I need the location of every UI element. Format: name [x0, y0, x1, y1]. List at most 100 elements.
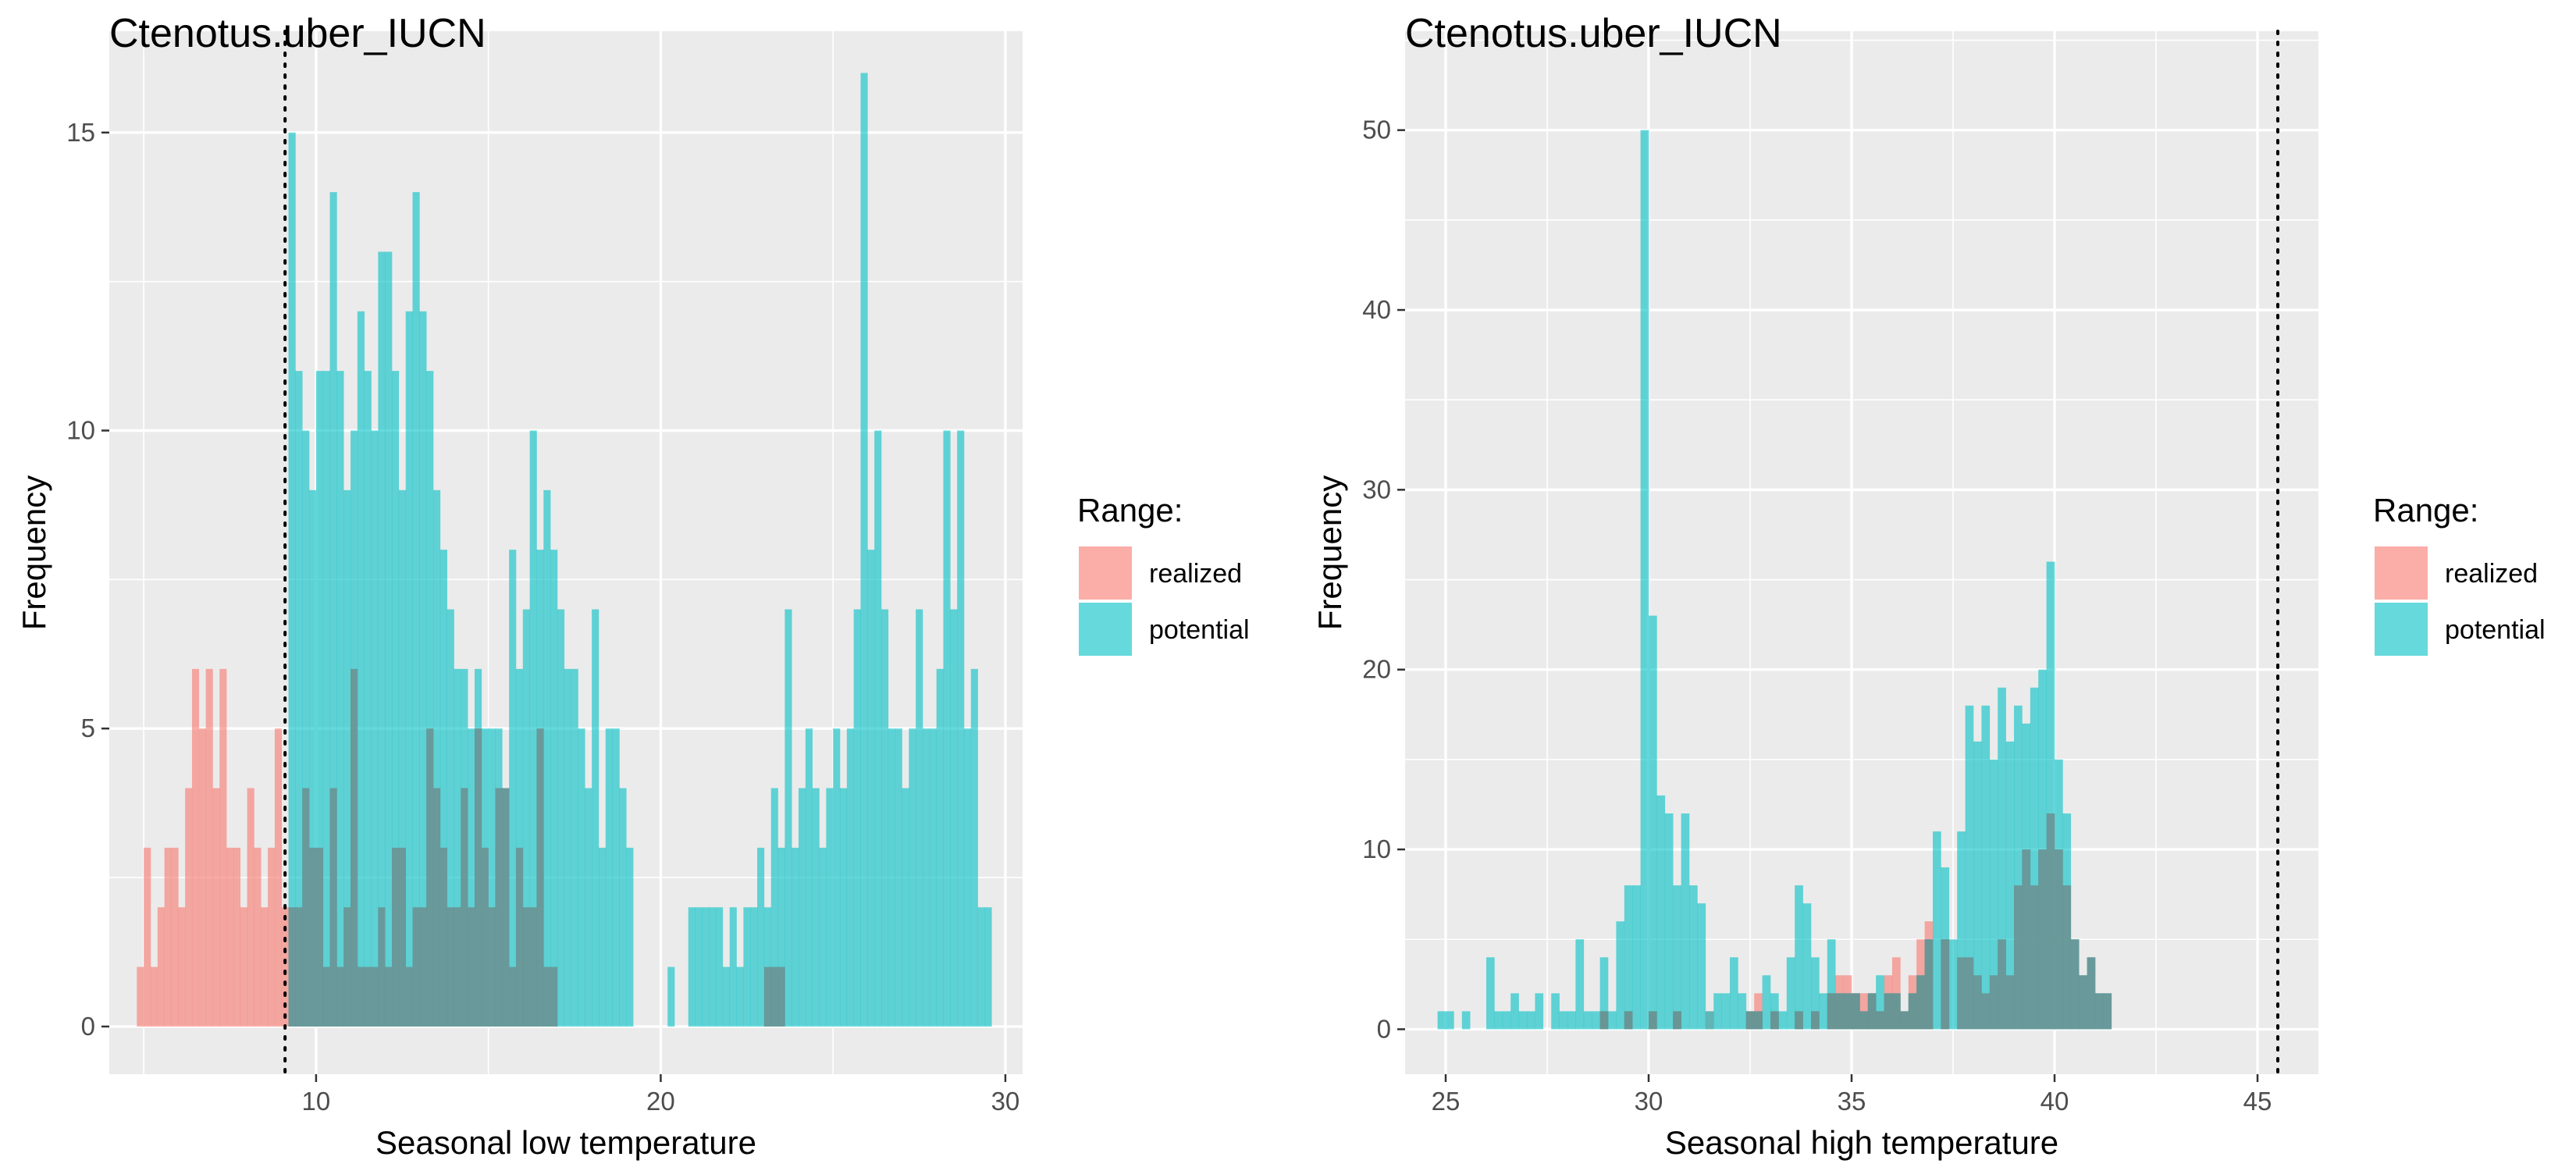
axis-ticks: 10 20 30 0 5 10 15 — [66, 118, 1019, 1116]
histogram-bar-overlap — [1981, 993, 1991, 1030]
histogram-bars — [137, 73, 992, 1027]
histogram-bar-potential — [770, 788, 778, 1027]
histogram-bar-potential — [1461, 1011, 1471, 1030]
histogram-bar-overlap — [2014, 885, 2023, 1030]
histogram-bar-overlap — [2087, 957, 2096, 1030]
histogram-bar-potential — [288, 132, 296, 1027]
legend-key-realized — [2375, 546, 2428, 600]
histogram-bar-potential — [716, 907, 724, 1027]
histogram-bar-overlap — [1989, 975, 1998, 1030]
histogram-bar-overlap — [398, 847, 406, 1027]
y-tick-label: 10 — [66, 415, 95, 444]
histogram-bar-potential — [929, 728, 937, 1027]
legend-key-potential — [2375, 603, 2428, 656]
histogram-bar-overlap — [1916, 975, 1925, 1030]
histogram-bar-realized — [157, 907, 165, 1027]
histogram-bar-potential — [688, 907, 696, 1027]
histogram-bar-realized — [191, 668, 200, 1027]
histogram-bar-potential — [522, 609, 530, 1027]
histogram-bar-overlap — [461, 788, 468, 1027]
histogram-bar-overlap — [288, 907, 296, 1027]
histogram-bar-potential — [447, 609, 454, 1027]
histogram-bar-potential — [1664, 813, 1674, 1030]
histogram-bar-realized — [137, 966, 144, 1027]
histogram-bar-potential — [943, 430, 951, 1027]
histogram-bar-overlap — [2070, 939, 2080, 1030]
histogram-bar-overlap — [515, 847, 524, 1027]
y-tick-label: 15 — [66, 118, 95, 147]
histogram-bar-potential — [343, 489, 351, 1027]
histogram-bar-potential — [1632, 885, 1641, 1030]
histogram-bar-potential — [2014, 705, 2023, 1030]
x-tick-label: 30 — [991, 1087, 1020, 1116]
histogram-bar-realized — [219, 668, 227, 1027]
histogram-bar-potential — [398, 489, 406, 1027]
histogram-bar-potential — [302, 430, 310, 1027]
histogram-bar-overlap — [1957, 957, 1966, 1030]
y-axis-label: Frequency — [16, 475, 52, 630]
histogram-bar-overlap — [2103, 993, 2112, 1030]
histogram-bar-realized — [205, 668, 213, 1027]
histogram-bar-potential — [812, 788, 820, 1027]
histogram-bar-potential — [1656, 795, 1666, 1030]
histogram-bars — [1437, 130, 2112, 1030]
histogram-bar-potential — [585, 788, 592, 1027]
histogram-bar-potential — [1518, 1011, 1528, 1030]
legend-label-realized: realized — [1149, 559, 1242, 589]
histogram-bar-realized — [240, 907, 247, 1027]
histogram-bar-potential — [984, 907, 992, 1027]
histogram-bar-overlap — [295, 907, 303, 1027]
histogram-bar-overlap — [1859, 1011, 1869, 1030]
histogram-bar-potential — [799, 788, 806, 1027]
histogram-bar-overlap — [509, 966, 517, 1027]
histogram-bar-potential — [2005, 741, 2015, 1030]
histogram-bar-potential — [1551, 993, 1560, 1030]
histogram-bar-overlap — [350, 668, 358, 1027]
legend-label-potential: potential — [2445, 615, 2546, 645]
histogram-bar-potential — [702, 907, 710, 1027]
x-tick-label: 25 — [1432, 1087, 1461, 1116]
histogram-bar-potential — [1989, 759, 1998, 1030]
histogram-bar-overlap — [1649, 1011, 1657, 1030]
histogram-bar-potential — [1811, 957, 1820, 1030]
histogram-bar-potential — [1762, 975, 1771, 1030]
histogram-bar-overlap — [2055, 849, 2063, 1030]
histogram-bar-overlap — [1811, 1011, 1820, 1030]
histogram-bar-potential — [529, 430, 537, 1027]
histogram-bar-overlap — [1998, 939, 2006, 1030]
histogram-bar-potential — [329, 192, 337, 1027]
y-tick-label: 50 — [1362, 116, 1391, 144]
histogram-bar-potential — [1673, 885, 1681, 1030]
histogram-bar-potential — [936, 668, 944, 1027]
histogram-bar-potential — [1527, 1011, 1535, 1030]
histogram-bar-potential — [433, 489, 441, 1027]
histogram-bar-potential — [598, 847, 607, 1027]
histogram-bar-potential — [1965, 705, 1974, 1030]
histogram-bar-potential — [1592, 1011, 1600, 1030]
y-tick-label: 40 — [1362, 295, 1391, 324]
histogram-bar-overlap — [439, 847, 447, 1027]
histogram-bar-potential — [309, 489, 317, 1027]
histogram-bar-potential — [743, 907, 751, 1027]
histogram-bar-potential — [846, 728, 854, 1027]
histogram-bar-potential — [2046, 561, 2055, 1030]
legend-label-potential: potential — [1149, 615, 1250, 645]
histogram-bar-potential — [578, 728, 585, 1027]
histogram-bar-potential — [1802, 903, 1812, 1030]
histogram-bar-overlap — [426, 728, 434, 1027]
histogram-bar-potential — [853, 609, 861, 1027]
histogram-bar-overlap — [1754, 1011, 1763, 1030]
histogram-bar-overlap — [475, 728, 482, 1027]
histogram-bar-potential — [468, 728, 475, 1027]
histogram-bar-potential — [426, 371, 434, 1027]
histogram-bar-overlap — [1673, 1011, 1681, 1030]
histogram-bar-potential — [378, 251, 386, 1027]
histogram-bar-overlap — [1867, 993, 1877, 1030]
histogram-bar-overlap — [392, 847, 400, 1027]
histogram-bar-potential — [840, 788, 848, 1027]
histogram-bar-potential — [667, 966, 675, 1027]
histogram-bar-potential — [916, 609, 923, 1027]
histogram-bar-potential — [1608, 1011, 1617, 1030]
legend-title: Range: — [1077, 492, 1183, 529]
histogram-bar-overlap — [1843, 993, 1852, 1030]
